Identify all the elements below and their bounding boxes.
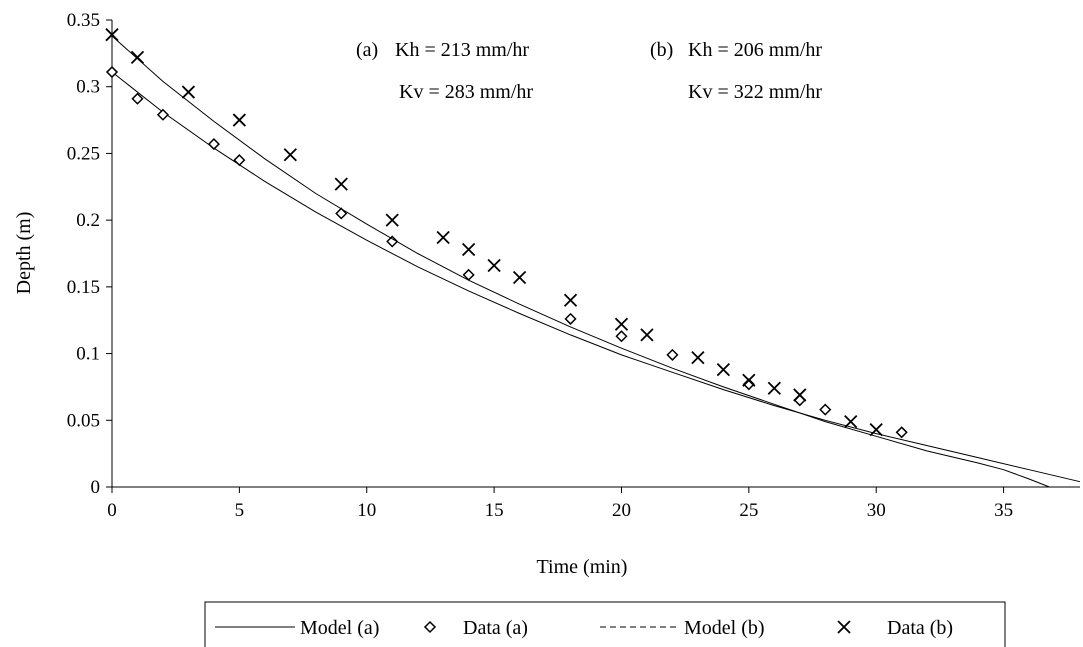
- y-tick-label: 0.25: [67, 143, 100, 164]
- x-tick-label: 25: [739, 500, 758, 521]
- y-tick-label: 0.35: [67, 10, 100, 31]
- data-point-diamond: [564, 312, 577, 325]
- data-point-x: [716, 362, 731, 377]
- axes: [111, 20, 1080, 488]
- y-tick-label: 0: [91, 477, 101, 498]
- data-point-diamond: [156, 108, 170, 121]
- legend-label-data-b: Data (b): [887, 617, 953, 639]
- legend-marker-data-b: [837, 620, 851, 634]
- data-point-x: [614, 317, 629, 331]
- legend-marker-data-a: [423, 620, 437, 634]
- y-tick-label: 0.15: [67, 277, 100, 298]
- annotation-a-kh: Kh = 213 mm/hr: [395, 39, 529, 61]
- x-axis-ticks: 0 5 10 15 20 25 30 35: [107, 487, 1013, 521]
- series-data-b: [105, 28, 883, 437]
- data-point-x: [640, 328, 654, 342]
- data-point-diamond: [131, 92, 144, 105]
- data-point-x: [742, 373, 756, 387]
- data-point-diamond: [666, 348, 679, 361]
- series-layer: [105, 28, 1081, 488]
- series-model-a: [111, 71, 1081, 483]
- data-point-x: [181, 85, 196, 99]
- data-point-diamond: [386, 235, 399, 248]
- annotation-b-kh: Kh = 206 mm/hr: [688, 39, 822, 61]
- annotation-b-label: (b): [650, 39, 673, 61]
- data-point-x: [793, 388, 807, 402]
- model-curve: [111, 35, 1050, 488]
- series-data-a: [105, 65, 908, 439]
- data-point-x: [105, 28, 119, 42]
- data-point-x: [512, 270, 527, 285]
- data-point-x: [436, 230, 450, 245]
- y-tick-label: 0.3: [76, 77, 100, 98]
- legend: Model (a) Data (a) Model (b) Data (b): [204, 601, 1006, 647]
- x-tick-label: 0: [107, 500, 117, 521]
- legend-box: [204, 601, 1006, 647]
- data-point-diamond: [207, 138, 220, 151]
- data-point-x: [844, 414, 858, 429]
- annotation-a: (a) Kh = 213 mm/hr Kv = 283 mm/hr: [356, 39, 533, 103]
- y-axis-ticks: 0 0.05 0.1 0.15 0.2 0.25 0.3 0.35: [67, 10, 112, 498]
- annotation-a-kv: Kv = 283 mm/hr: [399, 81, 533, 103]
- data-point-diamond: [615, 330, 628, 343]
- data-point-x: [563, 293, 578, 307]
- legend-label-data-a: Data (a): [463, 617, 528, 639]
- annotation-b: (b) Kh = 206 mm/hr Kv = 322 mm/hr: [650, 39, 822, 103]
- x-axis-title: Time (min): [537, 556, 628, 578]
- data-point-x: [869, 422, 883, 437]
- annotation-b-kv: Kv = 322 mm/hr: [688, 81, 822, 103]
- y-tick-label: 0.1: [76, 344, 100, 365]
- x-tick-label: 5: [235, 500, 245, 521]
- data-point-x: [232, 113, 247, 127]
- model-curve: [111, 71, 1081, 483]
- x-tick-label: 35: [994, 500, 1013, 521]
- annotation-a-label: (a): [356, 39, 378, 61]
- data-point-diamond: [819, 403, 832, 416]
- data-point-x: [385, 213, 399, 227]
- data-point-x: [283, 148, 297, 162]
- data-point-diamond: [793, 394, 806, 407]
- series-model-b: [111, 35, 1050, 488]
- data-point-x: [461, 242, 476, 257]
- data-point-x: [130, 50, 145, 64]
- x-tick-label: 20: [612, 500, 631, 521]
- data-point-diamond: [105, 65, 119, 79]
- data-point-x: [487, 258, 501, 273]
- legend-label-model-b: Model (b): [684, 617, 765, 639]
- legend-label-model-a: Model (a): [300, 617, 379, 639]
- data-point-diamond: [335, 207, 348, 220]
- data-point-x: [767, 381, 781, 395]
- data-point-diamond: [895, 426, 908, 439]
- y-axis-title: Depth (m): [13, 212, 35, 295]
- x-tick-label: 10: [357, 500, 376, 521]
- data-point-x: [334, 177, 348, 191]
- y-tick-label: 0.2: [76, 210, 100, 231]
- x-tick-label: 30: [867, 500, 886, 521]
- y-tick-label: 0.05: [67, 410, 100, 431]
- x-tick-label: 15: [485, 500, 504, 521]
- data-point-x: [691, 350, 705, 365]
- data-point-diamond: [233, 154, 246, 167]
